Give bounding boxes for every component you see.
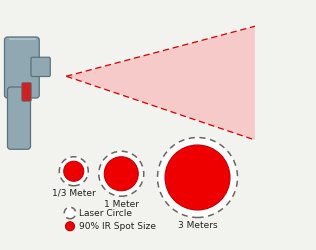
Circle shape (64, 161, 84, 181)
Circle shape (64, 207, 76, 219)
Text: 1/3 Meter: 1/3 Meter (52, 189, 96, 198)
Circle shape (157, 138, 238, 218)
FancyBboxPatch shape (8, 87, 31, 149)
Polygon shape (66, 26, 255, 140)
Circle shape (65, 222, 75, 231)
Circle shape (59, 157, 88, 186)
FancyBboxPatch shape (22, 82, 31, 101)
Text: 90% IR Spot Size: 90% IR Spot Size (79, 222, 156, 231)
Text: 3 Meters: 3 Meters (178, 221, 217, 230)
FancyBboxPatch shape (4, 37, 39, 98)
Circle shape (99, 151, 144, 196)
Text: Laser Circle: Laser Circle (79, 208, 132, 218)
FancyBboxPatch shape (31, 57, 50, 76)
Text: 1 Meter: 1 Meter (104, 200, 139, 209)
Circle shape (165, 145, 230, 210)
Circle shape (104, 157, 138, 191)
